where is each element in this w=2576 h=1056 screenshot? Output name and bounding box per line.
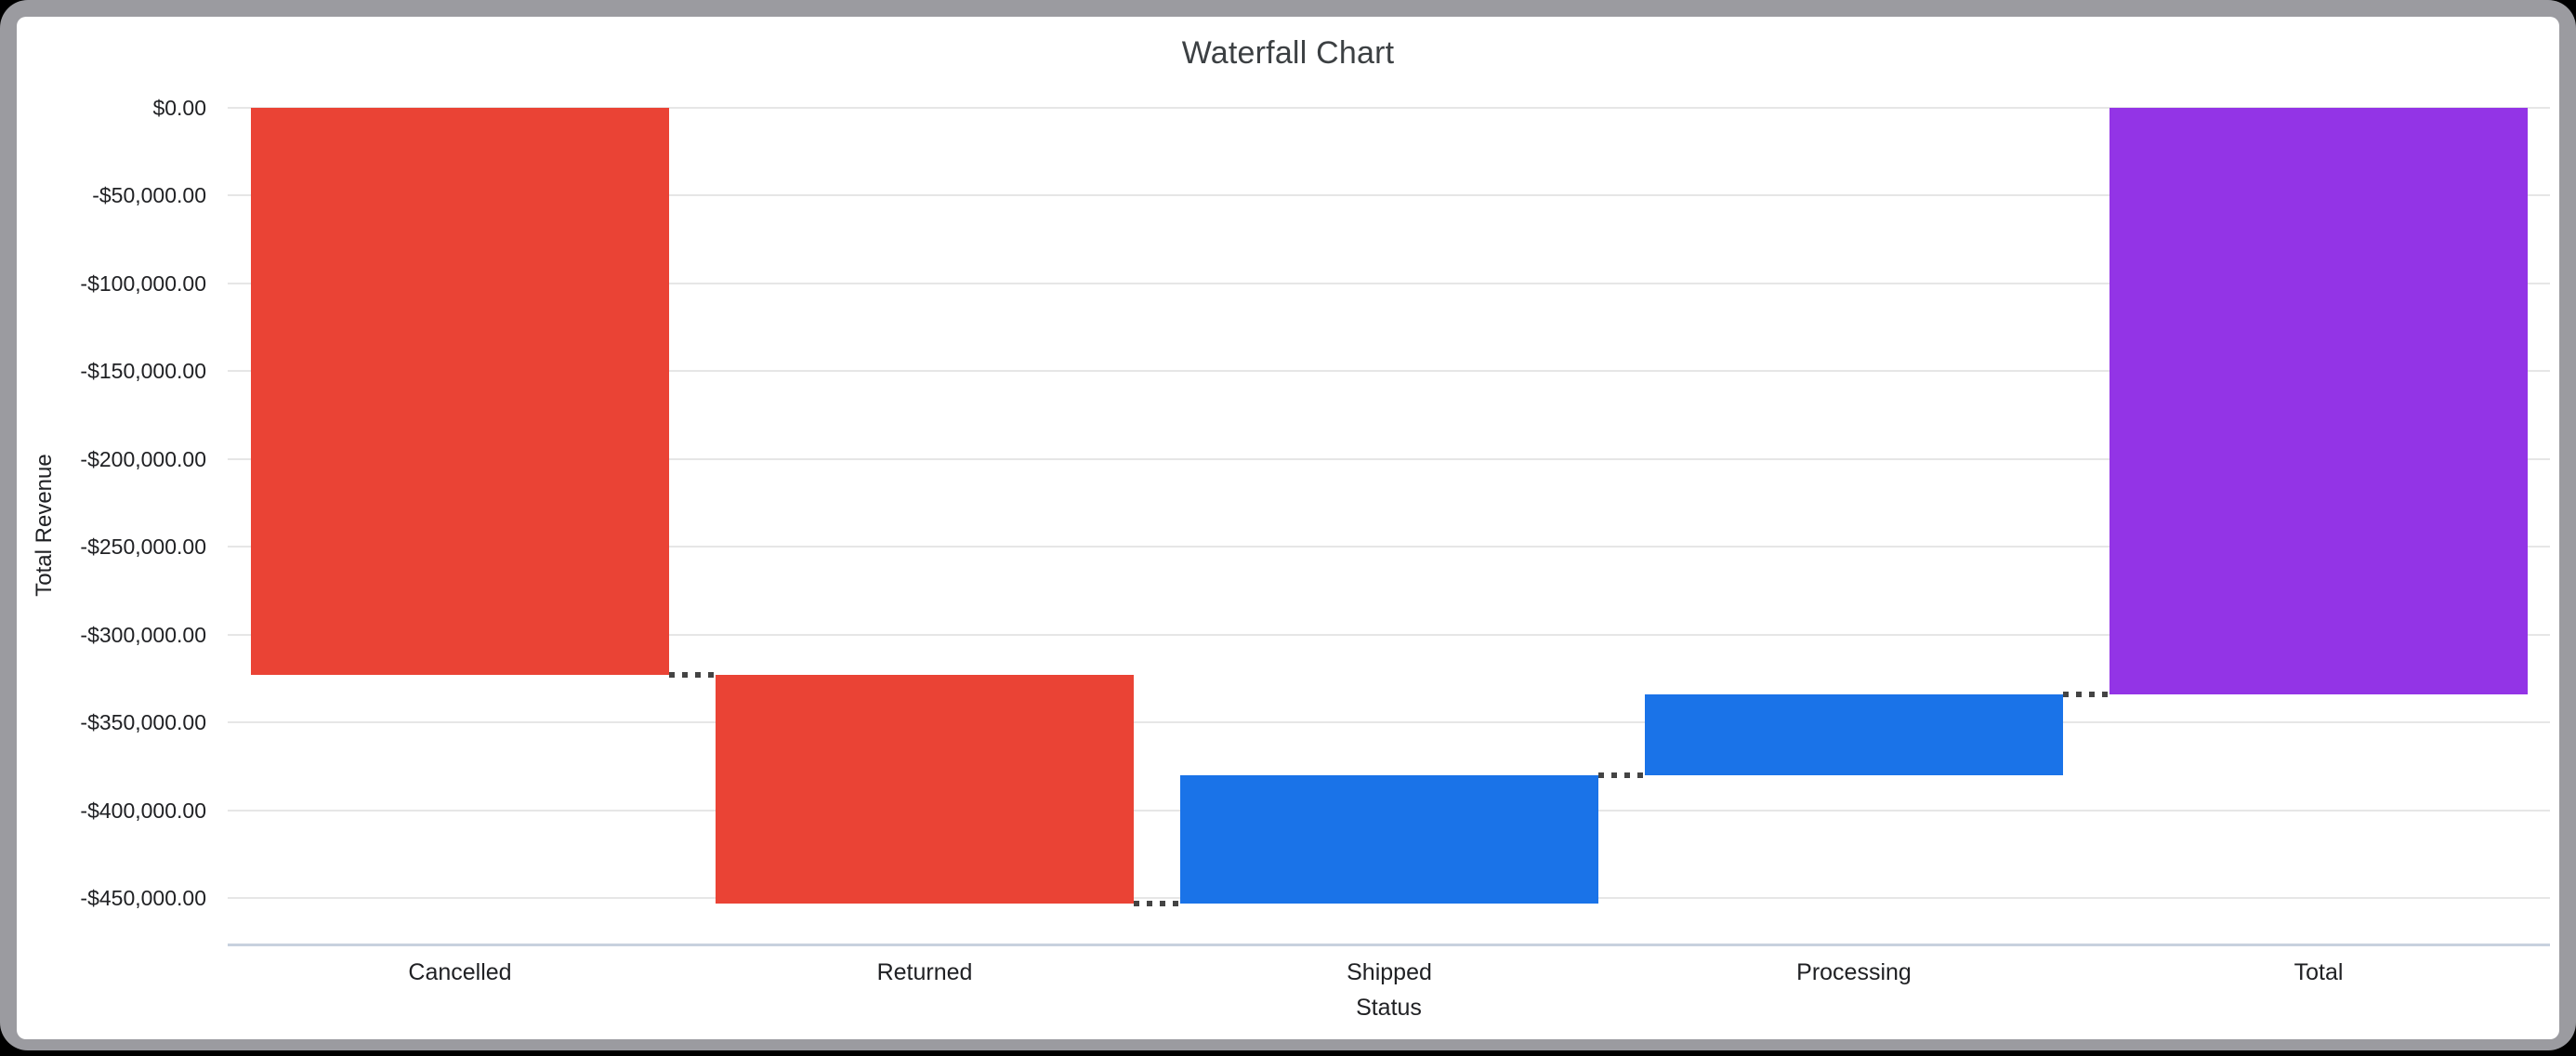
y-tick-label: -$450,000.00 (80, 886, 206, 910)
y-gridline (228, 633, 2550, 636)
y-tick-label: -$200,000.00 (80, 446, 206, 471)
y-tick-label: $0.00 (152, 95, 206, 120)
waterfall-bar-returned[interactable] (716, 674, 1134, 904)
y-tick-label: -$400,000.00 (80, 798, 206, 823)
y-tick-label: -$250,000.00 (80, 535, 206, 559)
y-tick-label: -$50,000.00 (92, 183, 206, 207)
y-tick-label: -$100,000.00 (80, 271, 206, 296)
y-gridline (228, 546, 2550, 548)
chart-title: Waterfall Chart (1181, 35, 1395, 71)
waterfall-bar-total[interactable] (2109, 107, 2528, 694)
x-category-label: Returned (876, 959, 973, 985)
y-tick-label: -$150,000.00 (80, 359, 206, 383)
waterfall-connector (1134, 901, 1180, 907)
x-category-label: Total (2293, 959, 2344, 985)
y-gridline (228, 282, 2550, 284)
waterfall-bar-shipped[interactable] (1180, 775, 1598, 904)
x-category-label: Cancelled (408, 959, 512, 985)
x-category-label: Shipped (1347, 959, 1432, 985)
x-axis-line (228, 944, 2550, 946)
y-gridline (228, 370, 2550, 372)
waterfall-bar-cancelled[interactable] (251, 107, 669, 675)
x-category-label: Processing (1796, 959, 1912, 985)
y-gridline (228, 457, 2550, 460)
x-axis-title: Status (1356, 995, 1422, 1021)
y-gridline (228, 721, 2550, 723)
waterfall-bar-processing[interactable] (1645, 693, 2063, 776)
waterfall-connector (1598, 772, 1645, 779)
waterfall-connector (2063, 691, 2109, 697)
y-gridline (228, 106, 2550, 109)
y-gridline (228, 194, 2550, 196)
waterfall-connector (669, 671, 716, 678)
y-tick-label: -$300,000.00 (80, 622, 206, 647)
y-tick-label: -$350,000.00 (80, 710, 206, 734)
